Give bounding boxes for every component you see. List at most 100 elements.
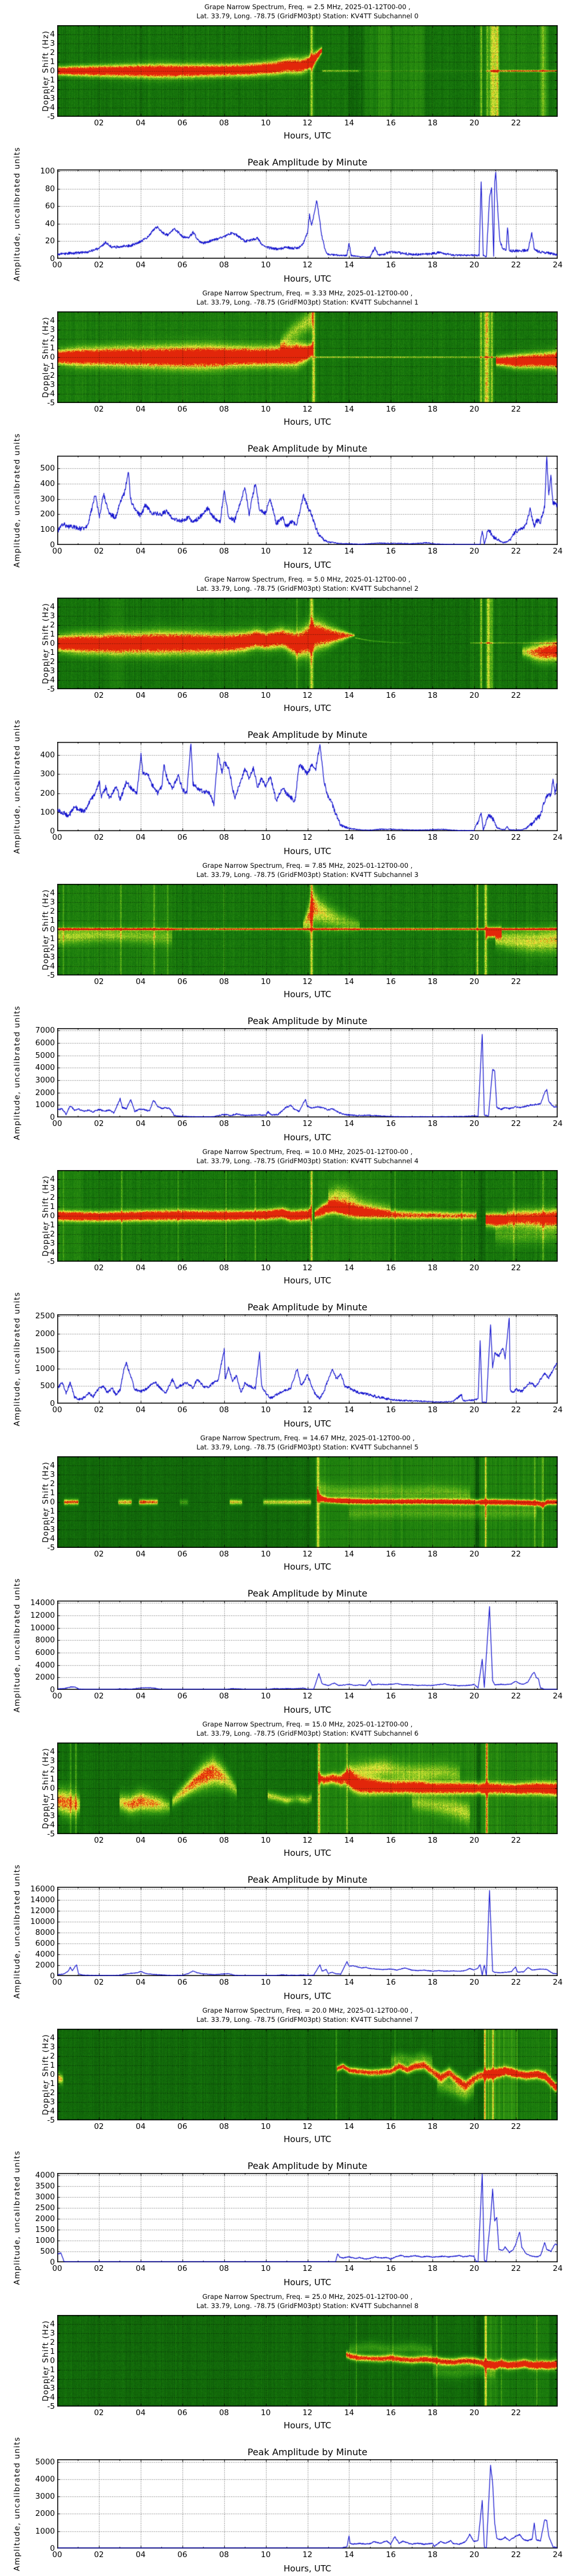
amplitude-y-tick-label: 4000 bbox=[35, 2170, 55, 2180]
amplitude-x-axis-label: Hours, UTC bbox=[283, 1419, 332, 1429]
amplitude-canvas-5 bbox=[57, 1601, 558, 1690]
amplitude-y-tick-label: 6000 bbox=[35, 1938, 55, 1948]
spectrogram-x-tick-label: 02 bbox=[94, 977, 104, 986]
amplitude-x-tick-label: 14 bbox=[344, 2550, 354, 2559]
amplitude-y-tick-label: 2000 bbox=[35, 1088, 55, 1097]
amplitude-x-tick-label: 10 bbox=[260, 2550, 271, 2559]
spectrogram-x-tick-label: 20 bbox=[469, 2408, 479, 2417]
amplitude-y-tick-label: 0 bbox=[50, 827, 55, 836]
spectrogram-x-tick-label: 02 bbox=[94, 1550, 104, 1559]
amplitude-canvas-1 bbox=[57, 456, 558, 545]
amplitude-title: Peak Amplitude by Minute bbox=[247, 443, 368, 454]
amplitude-y-tick-label: 2500 bbox=[35, 2203, 55, 2212]
amplitude-x-tick-label: 04 bbox=[136, 1692, 146, 1701]
spectrogram-x-tick-label: 16 bbox=[386, 2408, 396, 2417]
amplitude-y-tick-label: 100 bbox=[40, 525, 55, 535]
amplitude-x-tick-label: 06 bbox=[177, 1119, 188, 1128]
spectrogram-y-tick-label: 0 bbox=[50, 925, 55, 934]
amplitude-x-tick-label: 20 bbox=[469, 2550, 479, 2559]
spectrogram-y-tick-label: -1 bbox=[47, 648, 55, 657]
spectrogram-x-tick-label: 14 bbox=[344, 2122, 354, 2131]
spectrogram-canvas-4 bbox=[57, 1170, 558, 1262]
amplitude-title: Peak Amplitude by Minute bbox=[247, 1874, 368, 1885]
amplitude-y-tick-label: 2000 bbox=[35, 2214, 55, 2223]
spectrogram-y-tick-label: -4 bbox=[47, 2107, 55, 2116]
amplitude-x-tick-label: 12 bbox=[302, 260, 313, 270]
amplitude-x-tick-label: 08 bbox=[219, 1692, 229, 1701]
spectrogram-title-line1: Grape Narrow Spectrum, Freq. = 15.0 MHz,… bbox=[202, 1720, 413, 1728]
amplitude-y-tick-label: 3000 bbox=[35, 1076, 55, 1085]
amplitude-x-tick-label: 16 bbox=[386, 1119, 396, 1128]
amplitude-x-tick-label: 04 bbox=[136, 2264, 146, 2273]
spectrogram-x-tick-label: 18 bbox=[427, 2408, 438, 2417]
amplitude-y-tick-label: 400 bbox=[40, 479, 55, 488]
amplitude-x-tick-label: 00 bbox=[52, 547, 62, 556]
amplitude-y-tick-label: 5000 bbox=[35, 1050, 55, 1060]
amplitude-x-tick-label: 14 bbox=[344, 1405, 354, 1415]
amplitude-y-tick-label: 500 bbox=[40, 1381, 55, 1391]
spectrogram-y-tick-label: -4 bbox=[47, 1248, 55, 1257]
spectrogram-y-tick-label: 2 bbox=[50, 48, 55, 57]
amplitude-x-tick-label: 20 bbox=[469, 1119, 479, 1128]
amplitude-x-tick-label: 24 bbox=[553, 260, 563, 270]
amplitude-y-tick-label: 60 bbox=[45, 202, 55, 211]
spectrogram-y-tick-label: 4 bbox=[50, 2320, 55, 2329]
spectrogram-y-tick-label: 1 bbox=[50, 1775, 55, 1784]
spectrogram-y-tick-label: 4 bbox=[50, 316, 55, 325]
spectrogram-y-tick-label: 2 bbox=[50, 2338, 55, 2347]
amplitude-x-tick-label: 10 bbox=[260, 547, 271, 556]
spectrogram-y-tick-label: -1 bbox=[47, 76, 55, 85]
amplitude-y-tick-label: 2500 bbox=[35, 1311, 55, 1321]
spectrogram-title-line2: Lat. 33.79, Long. -78.75 (GridFM03pt) St… bbox=[196, 2016, 419, 2024]
spectrogram-x-tick-label: 08 bbox=[219, 405, 229, 414]
spectrogram-x-tick-label: 18 bbox=[427, 691, 438, 700]
spectrogram-x-tick-label: 14 bbox=[344, 1263, 354, 1273]
amplitude-x-tick-label: 14 bbox=[344, 1978, 354, 1987]
amplitude-x-tick-label: 12 bbox=[302, 1405, 313, 1415]
spectrogram-x-tick-label: 18 bbox=[427, 2122, 438, 2131]
spectrogram-x-tick-label: 08 bbox=[219, 1836, 229, 1845]
spectrogram-y-tick-label: -4 bbox=[47, 962, 55, 971]
amplitude-x-tick-label: 24 bbox=[553, 2264, 563, 2273]
spectrogram-y-tick-label: -3 bbox=[47, 1525, 55, 1534]
amplitude-title: Peak Amplitude by Minute bbox=[247, 729, 368, 740]
amplitude-y-tick-label: 500 bbox=[40, 464, 55, 473]
spectrogram-title-line1: Grape Narrow Spectrum, Freq. = 5.0 MHz, … bbox=[204, 575, 411, 583]
spectrogram-y-tick-label: 3 bbox=[50, 39, 55, 48]
spectrogram-y-tick-label: 0 bbox=[50, 1211, 55, 1220]
spectrogram-x-tick-label: 16 bbox=[386, 977, 396, 986]
amplitude-y-tick-label: 200 bbox=[40, 509, 55, 519]
spectrogram-x-tick-label: 14 bbox=[344, 977, 354, 986]
amplitude-y-tick-label: 3000 bbox=[35, 2192, 55, 2202]
spectrogram-y-tick-label: -1 bbox=[47, 1793, 55, 1802]
spectrogram-x-tick-label: 18 bbox=[427, 405, 438, 414]
amplitude-x-tick-label: 00 bbox=[52, 1692, 62, 1701]
amplitude-x-tick-label: 20 bbox=[469, 547, 479, 556]
amplitude-y-tick-label: 1000 bbox=[35, 1364, 55, 1373]
amplitude-x-tick-label: 00 bbox=[52, 833, 62, 842]
spectrogram-x-tick-label: 20 bbox=[469, 405, 479, 414]
amplitude-x-tick-label: 04 bbox=[136, 833, 146, 842]
spectrogram-x-tick-label: 06 bbox=[177, 1836, 188, 1845]
spectrogram-x-tick-label: 20 bbox=[469, 977, 479, 986]
amplitude-x-tick-label: 02 bbox=[94, 833, 104, 842]
spectrogram-canvas-0 bbox=[57, 25, 558, 117]
amplitude-x-tick-label: 18 bbox=[427, 1978, 438, 1987]
amplitude-canvas-0 bbox=[57, 169, 558, 259]
spectrogram-x-tick-label: 04 bbox=[136, 118, 146, 128]
spectrogram-panel-5: Grape Narrow Spectrum, Freq. = 14.67 MHz… bbox=[0, 1431, 572, 1574]
spectrogram-panel-4: Grape Narrow Spectrum, Freq. = 10.0 MHz,… bbox=[0, 1145, 572, 1288]
amplitude-x-tick-label: 10 bbox=[260, 1405, 271, 1415]
spectrogram-x-axis-label: Hours, UTC bbox=[283, 1275, 332, 1286]
spectrogram-title-line1: Grape Narrow Spectrum, Freq. = 7.85 MHz,… bbox=[202, 862, 413, 870]
spectrogram-y-tick-label: -5 bbox=[47, 971, 55, 980]
spectrogram-x-tick-label: 22 bbox=[511, 1550, 521, 1559]
spectrogram-x-tick-label: 08 bbox=[219, 1263, 229, 1273]
spectrogram-y-tick-label: -5 bbox=[47, 398, 55, 408]
amplitude-x-tick-label: 12 bbox=[302, 2264, 313, 2273]
spectrogram-y-tick-label: 1 bbox=[50, 1202, 55, 1211]
amplitude-x-tick-label: 16 bbox=[386, 833, 396, 842]
spectrogram-y-tick-label: 4 bbox=[50, 1461, 55, 1470]
spectrogram-title-line2: Lat. 33.79, Long. -78.75 (GridFM03pt) St… bbox=[196, 871, 419, 879]
spectrogram-y-tick-label: 4 bbox=[50, 1175, 55, 1184]
